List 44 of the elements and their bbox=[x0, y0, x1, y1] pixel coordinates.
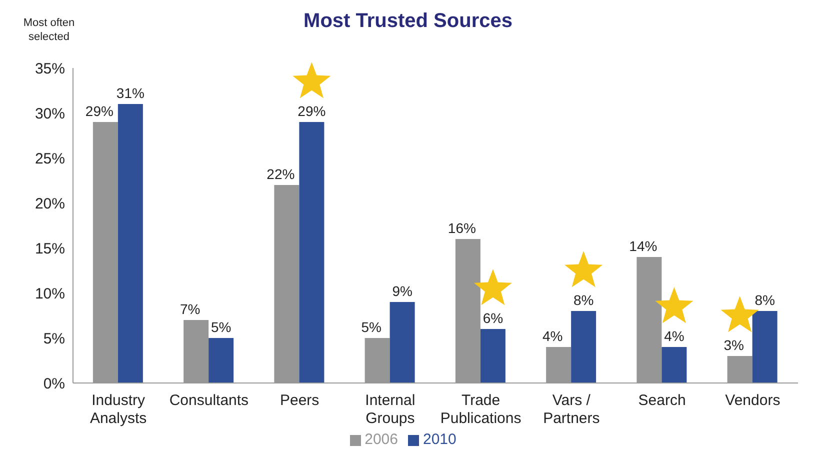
y-axis-title: Most often selected bbox=[22, 16, 76, 44]
bar bbox=[118, 104, 143, 383]
data-label: 5% bbox=[361, 319, 382, 335]
data-label: 22% bbox=[266, 166, 295, 182]
bar bbox=[571, 311, 596, 383]
y-tick-label: 15% bbox=[34, 240, 65, 258]
bar bbox=[299, 122, 324, 383]
data-label: 16% bbox=[448, 220, 476, 236]
bar bbox=[390, 302, 415, 383]
y-tick-label: 25% bbox=[34, 150, 65, 168]
chart-title: Most Trusted Sources bbox=[304, 10, 512, 32]
data-label: 4% bbox=[542, 328, 563, 344]
data-label: 31% bbox=[116, 85, 144, 101]
bar bbox=[752, 311, 778, 383]
bar bbox=[208, 338, 234, 383]
data-label: 6% bbox=[482, 310, 504, 326]
data-label: 5% bbox=[210, 319, 232, 335]
data-label: 7% bbox=[180, 301, 200, 317]
x-tick-label: Consultants bbox=[169, 392, 249, 409]
y-tick-label: 30% bbox=[34, 105, 65, 122]
legend-label: 2010 bbox=[423, 431, 456, 448]
data-label: 29% bbox=[85, 103, 114, 119]
y-tick-label: 20% bbox=[34, 195, 65, 212]
data-label: 8% bbox=[573, 292, 594, 308]
x-tick-label: Vendors bbox=[725, 392, 780, 409]
data-label: 29% bbox=[298, 103, 326, 119]
x-tick-label: Trade Publications bbox=[440, 392, 522, 427]
bar bbox=[480, 329, 506, 383]
x-tick-label: Internal Groups bbox=[365, 392, 416, 427]
data-label: 8% bbox=[754, 292, 775, 308]
y-tick-label: 5% bbox=[43, 330, 65, 348]
data-label: 4% bbox=[664, 328, 684, 344]
data-label: 3% bbox=[724, 337, 744, 353]
data-label: 9% bbox=[392, 283, 412, 299]
x-tick-label: Search bbox=[638, 392, 686, 409]
y-tick-label: 0% bbox=[43, 375, 65, 392]
x-tick-label: Vars / Partners bbox=[543, 392, 600, 427]
bar bbox=[662, 347, 687, 383]
x-tick-label: Industry Analysts bbox=[90, 392, 147, 427]
x-tick-label: Peers bbox=[280, 392, 320, 409]
legend-label: 2006 bbox=[364, 431, 398, 448]
data-label: 14% bbox=[629, 238, 658, 254]
y-tick-label: 35% bbox=[34, 60, 65, 78]
y-tick-label: 10% bbox=[34, 285, 65, 302]
